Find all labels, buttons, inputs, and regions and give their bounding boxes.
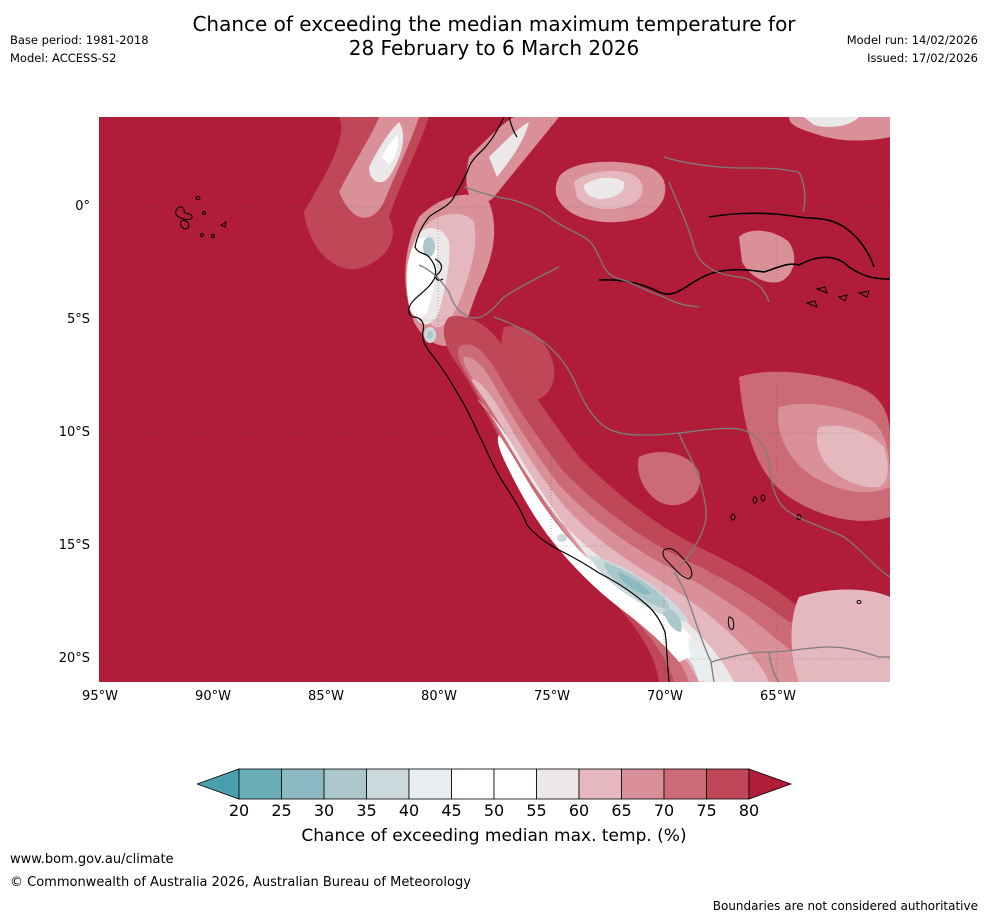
colorbar-segment-50-55 [493, 768, 537, 800]
footer-copyright: © Commonwealth of Australia 2026, Austra… [10, 875, 471, 890]
contour-peru-band-blue-3 [618, 572, 651, 595]
lon-label-70w: 70°W [647, 689, 683, 704]
country-boundaries [418, 156, 890, 682]
meta-right: Model run: 14/02/2026 Issued: 17/02/2026 [847, 31, 978, 67]
colorbar-tick-70: 70 [653, 801, 675, 820]
contour-bolivia-patch [638, 452, 700, 506]
model-name: Model: ACCESS-S2 [10, 51, 117, 65]
amazon-river [598, 256, 890, 295]
coastline [407, 117, 670, 682]
colorbar-segment-55-60 [536, 768, 580, 800]
colorbar-tick-25: 25 [271, 801, 292, 820]
colorbar-segment-65-70 [621, 768, 665, 800]
colorbar-segment-30-35 [323, 768, 367, 800]
footer-url[interactable]: www.bom.gov.au/climate [10, 852, 174, 867]
contour-amazon-patch [739, 230, 795, 283]
lat-label-5s: 5°S [66, 312, 90, 327]
colorbar-tick-65: 65 [611, 801, 632, 820]
lon-label-65w: 65°W [760, 689, 796, 704]
colorbar-tick-50: 50 [483, 801, 505, 820]
colorbar-tick-35: 35 [356, 801, 377, 820]
contour-south-right [791, 589, 890, 682]
colorbar-segment-40-45 [408, 768, 452, 800]
colorbar-segment-45-50 [451, 768, 495, 800]
colorbar-tick-80: 80 [738, 801, 760, 820]
colorbar [197, 768, 793, 800]
contour-venezuela-patch-core [583, 177, 625, 199]
graticule [99, 117, 890, 682]
contour-colombia-strip-core [489, 122, 529, 177]
lat-label-0: 0° [75, 199, 90, 214]
colorbar-tick-75: 75 [696, 801, 717, 820]
colorbar-segment-35-40 [366, 768, 410, 800]
title-line-1: Chance of exceeding the median maximum t… [192, 12, 796, 36]
colorbar-segment-20-25 [238, 768, 282, 800]
lat-label-15s: 15°S [58, 538, 90, 553]
lon-label-95w: 95°W [82, 689, 118, 704]
amazon-islands [805, 286, 870, 308]
caribbean-coast [508, 117, 518, 138]
meta-left: Base period: 1981-2018 Model: ACCESS-S2 [10, 31, 149, 67]
lon-label-90w: 90°W [195, 689, 231, 704]
contour-colombia-strip [466, 117, 559, 204]
colorbar-tick-45: 45 [441, 801, 462, 820]
colorbar-segment-70-75 [663, 768, 707, 800]
lake-poopo [727, 616, 735, 630]
contour-chile-blue [664, 607, 682, 632]
contour-northern-tongue-white [382, 135, 399, 165]
issued-date: Issued: 17/02/2026 [867, 51, 978, 65]
lon-label-80w: 80°W [421, 689, 457, 704]
amazon-river-upper [708, 212, 875, 268]
gulf-of-guayaquil [434, 258, 444, 281]
contour-ecuador-blue-1 [423, 237, 435, 257]
footer-note: Boundaries are not considered authoritat… [712, 899, 978, 913]
model-run: Model run: 14/02/2026 [846, 33, 978, 47]
colorbar-tick-20: 20 [228, 801, 250, 820]
lon-label-85w: 85°W [308, 689, 344, 704]
colorbar-segment-60-65 [578, 768, 622, 800]
colorbar-arrow-high [748, 768, 793, 800]
map-title: Chance of exceeding the median maximum t… [0, 12, 988, 60]
lat-label-20s: 20°S [58, 651, 90, 666]
contour-se-interior-60 [816, 425, 888, 488]
contour-ecuador-blue-2-core [427, 331, 433, 339]
contour-ne-corner-core [804, 117, 859, 127]
colorbar-segment-25-30 [281, 768, 325, 800]
map-panel [99, 117, 890, 682]
colorbar-arrow-low [197, 768, 240, 800]
colorbar-tick-55: 55 [526, 801, 547, 820]
contour-peru-interior [501, 326, 555, 401]
lon-label-75w: 75°W [534, 689, 570, 704]
colorbar-tick-60: 60 [568, 801, 590, 820]
galapagos-islands [175, 196, 227, 238]
colorbar-tick-40: 40 [398, 801, 420, 820]
colorbar-segment-75-80 [706, 768, 750, 800]
title-line-2: 28 February to 6 March 2026 [348, 36, 640, 60]
probability-map [99, 117, 890, 682]
lake-titicaca [662, 547, 693, 580]
contour-peru-blue-4 [557, 534, 567, 542]
contour-chile-light [688, 637, 717, 682]
colorbar-tick-30: 30 [313, 801, 335, 820]
contour-peru-band-60 [471, 379, 769, 682]
bolivia-lakes [730, 494, 862, 604]
base-period: Base period: 1981-2018 [10, 33, 149, 47]
lat-label-10s: 10°S [58, 425, 90, 440]
colorbar-label: Chance of exceeding median max. temp. (%… [301, 826, 687, 846]
